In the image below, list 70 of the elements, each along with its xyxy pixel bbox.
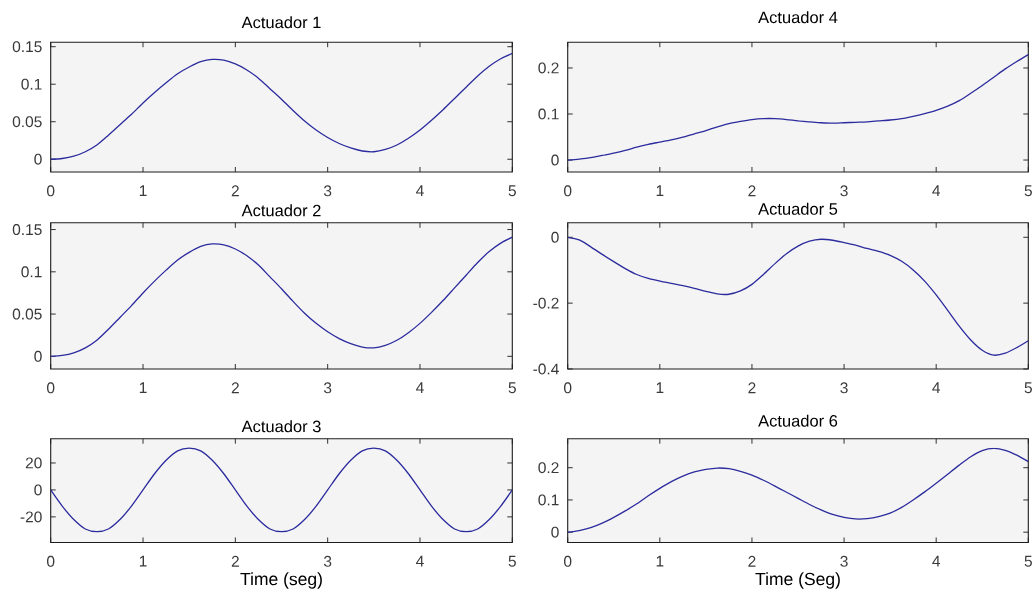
x-tick-label: 0 (47, 185, 55, 197)
x-tick-label: 5 (508, 382, 516, 394)
x-tick-label: 1 (656, 555, 664, 567)
x-tick-label: 2 (231, 382, 239, 394)
x-tick-label: 5 (1024, 382, 1032, 394)
x-tick-label: 5 (508, 185, 516, 197)
x-tick-label: 2 (748, 382, 756, 394)
x-tick-label: 3 (323, 185, 332, 197)
chart-title: Actuador 3 (241, 420, 321, 433)
x-tick-label: 4 (416, 382, 424, 394)
x-tick-label: 3 (323, 555, 332, 567)
y-tick-label: 0 (551, 231, 559, 243)
x-tick-label: 3 (323, 382, 332, 394)
x-tick-label: 5 (1024, 555, 1032, 567)
y-tick-label: 0.05 (12, 308, 42, 320)
line-series (567, 53, 1029, 161)
x-axis-title: Time (seg) (240, 572, 322, 589)
x-tick-label: 1 (139, 555, 147, 567)
x-tick-label: 5 (508, 555, 516, 567)
x-tick-label: 4 (416, 555, 424, 567)
x-tick-label: 4 (932, 555, 941, 567)
x-tick-label: 2 (231, 185, 239, 197)
line-series (567, 236, 1029, 356)
y-tick-label: -20 (20, 511, 42, 523)
x-tick-label: 4 (416, 185, 424, 197)
y-tick-label: 0 (34, 484, 42, 496)
x-tick-label: 5 (1024, 185, 1032, 197)
chart-title: Actuador 6 (758, 414, 838, 427)
chart-title: Actuador 1 (241, 16, 321, 29)
x-tick-label: 0 (564, 555, 572, 567)
y-tick-label: 0.15 (12, 224, 42, 236)
x-tick-label: 3 (840, 555, 848, 567)
x-tick-label: 0 (564, 185, 572, 197)
x-tick-label: 4 (932, 382, 941, 394)
x-tick-label: 2 (748, 555, 756, 567)
y-tick-label: 20 (25, 457, 42, 469)
x-tick-label: 1 (656, 382, 664, 394)
x-tick-label: 2 (748, 185, 756, 197)
chart-title: Actuador 4 (758, 11, 838, 24)
y-tick-label: 0.1 (538, 108, 559, 120)
y-tick-label: 0.2 (538, 462, 559, 474)
line-series (567, 447, 1029, 533)
y-tick-label: 0 (34, 153, 42, 165)
line-series (50, 52, 513, 160)
x-tick-label: 1 (139, 382, 147, 394)
x-tick-label: 4 (932, 185, 941, 197)
x-tick-label: 3 (840, 185, 848, 197)
y-tick-label: 0 (551, 154, 559, 166)
y-tick-label: -0.4 (533, 363, 559, 375)
x-tick-label: 0 (47, 382, 55, 394)
x-tick-label: 2 (231, 555, 239, 567)
x-tick-label: 1 (656, 185, 664, 197)
y-tick-label: 0.15 (12, 41, 42, 53)
x-axis-title: Time (Seg) (755, 572, 840, 589)
y-tick-label: 0.1 (538, 494, 559, 506)
x-tick-label: 1 (139, 185, 147, 197)
y-tick-label: -0.2 (533, 297, 559, 309)
line-series (50, 236, 513, 357)
x-tick-label: 3 (840, 382, 848, 394)
line-series (50, 447, 513, 533)
y-tick-label: 0.1 (21, 78, 42, 90)
chart-title: Actuador 2 (241, 204, 321, 217)
chart-title: Actuador 5 (758, 202, 838, 215)
y-tick-label: 0.05 (12, 116, 42, 128)
y-tick-label: 0.2 (538, 62, 559, 74)
x-tick-label: 0 (564, 382, 572, 394)
x-tick-label: 0 (47, 555, 55, 567)
y-tick-label: 0.1 (21, 266, 42, 278)
y-tick-label: 0 (551, 526, 559, 538)
y-tick-label: 0 (34, 350, 42, 362)
